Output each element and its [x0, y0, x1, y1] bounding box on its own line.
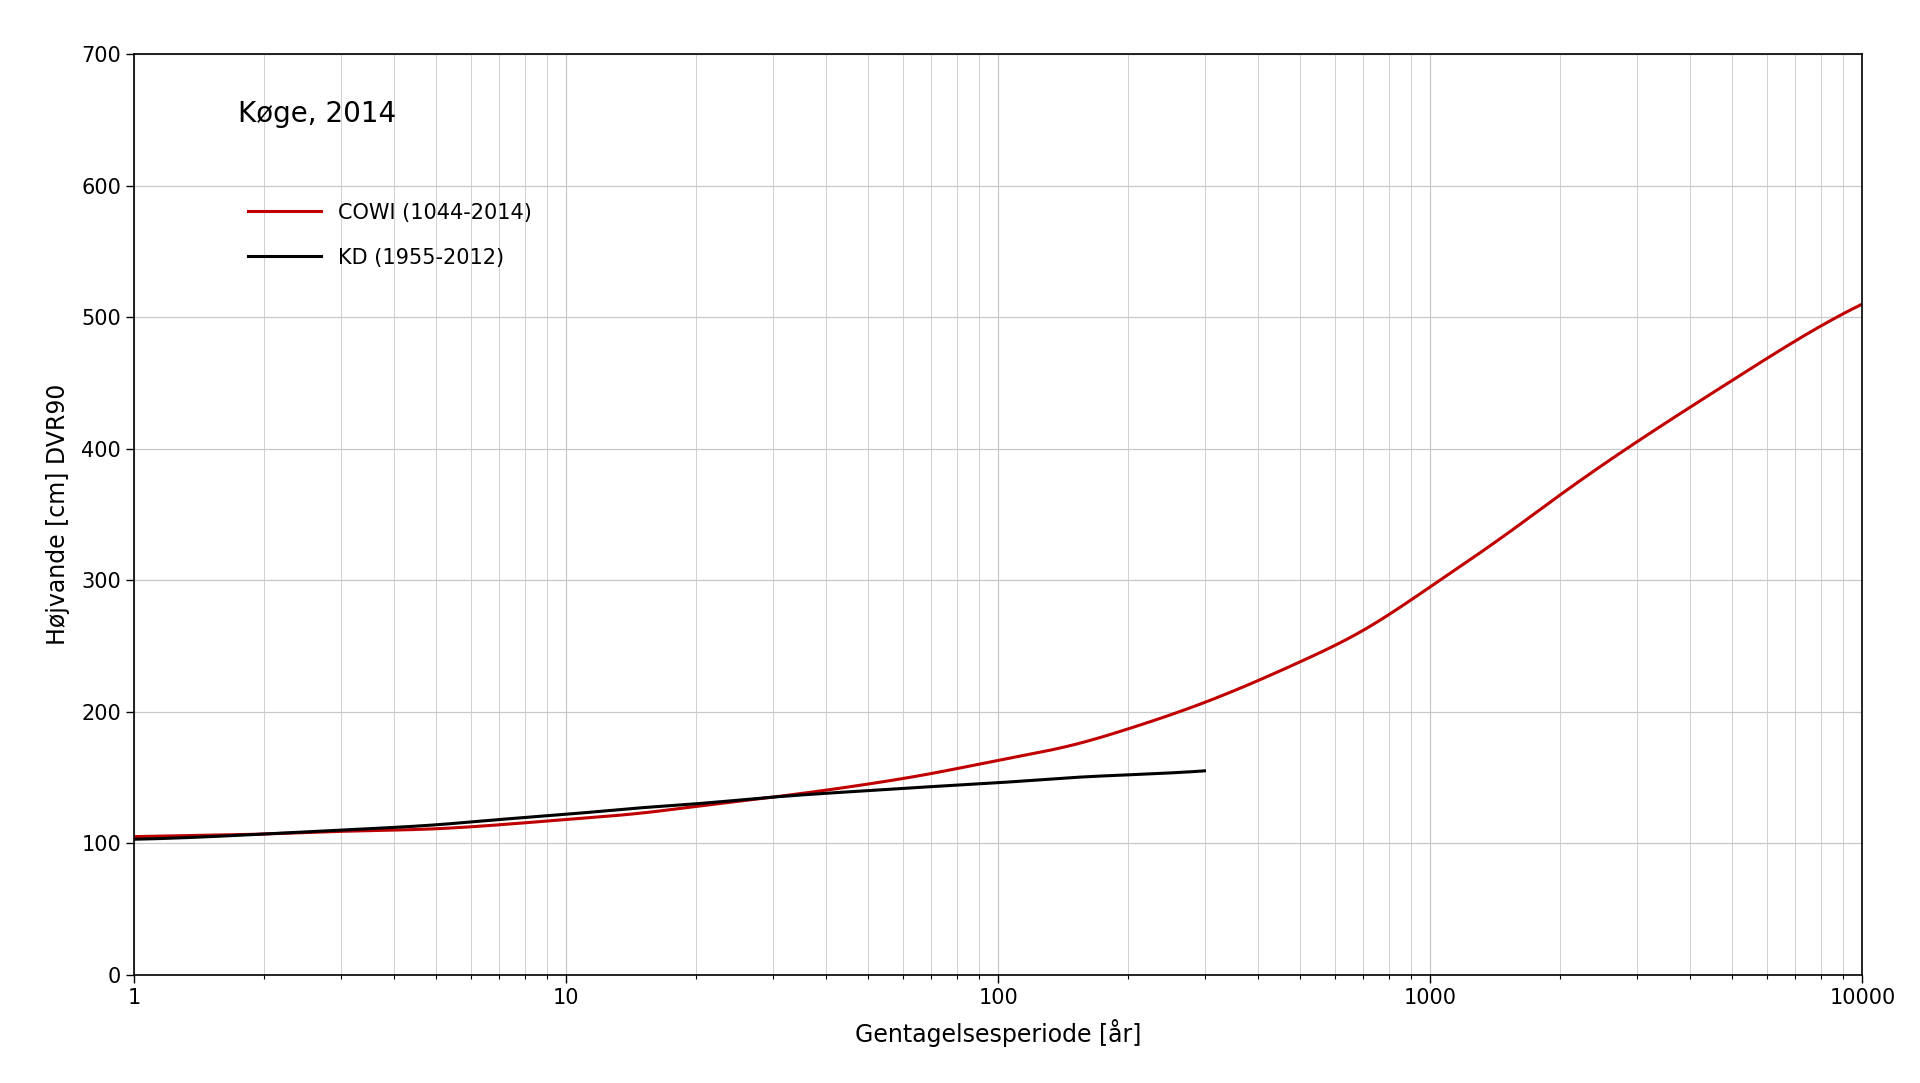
- KD (1955-2012): [778, 790, 801, 803]
- Legend: COWI (1044-2014), KD (1955-2012): COWI (1044-2014), KD (1955-2012): [248, 203, 532, 268]
- COWI (1044-2014): [1851, 298, 1874, 311]
- KD (1955-2012): [123, 833, 146, 846]
- COWI (1044-2014): [123, 831, 146, 844]
- KD (1955-2012): [1092, 769, 1116, 782]
- COWI (1044-2014): [954, 760, 977, 773]
- COWI (1044-2014): [1152, 710, 1175, 723]
- COWI (1044-2014): [1809, 319, 1832, 332]
- COWI (1044-2014): [1540, 495, 1563, 508]
- KD (1955-2012): [760, 791, 783, 804]
- KD (1955-2012): [127, 833, 150, 846]
- KD (1955-2012): [756, 791, 780, 804]
- KD (1955-2012): [1192, 765, 1215, 778]
- Line: COWI (1044-2014): COWI (1044-2014): [134, 304, 1862, 837]
- X-axis label: Gentagelsesperiode [år]: Gentagelsesperiode [år]: [854, 1019, 1142, 1047]
- COWI (1044-2014): [1058, 740, 1081, 753]
- Line: KD (1955-2012): KD (1955-2012): [134, 771, 1204, 839]
- Text: Køge, 2014: Køge, 2014: [238, 101, 396, 128]
- COWI (1044-2014): [943, 762, 966, 775]
- KD (1955-2012): [1025, 773, 1048, 786]
- Y-axis label: Højvande [cm] DVR90: Højvande [cm] DVR90: [46, 383, 71, 645]
